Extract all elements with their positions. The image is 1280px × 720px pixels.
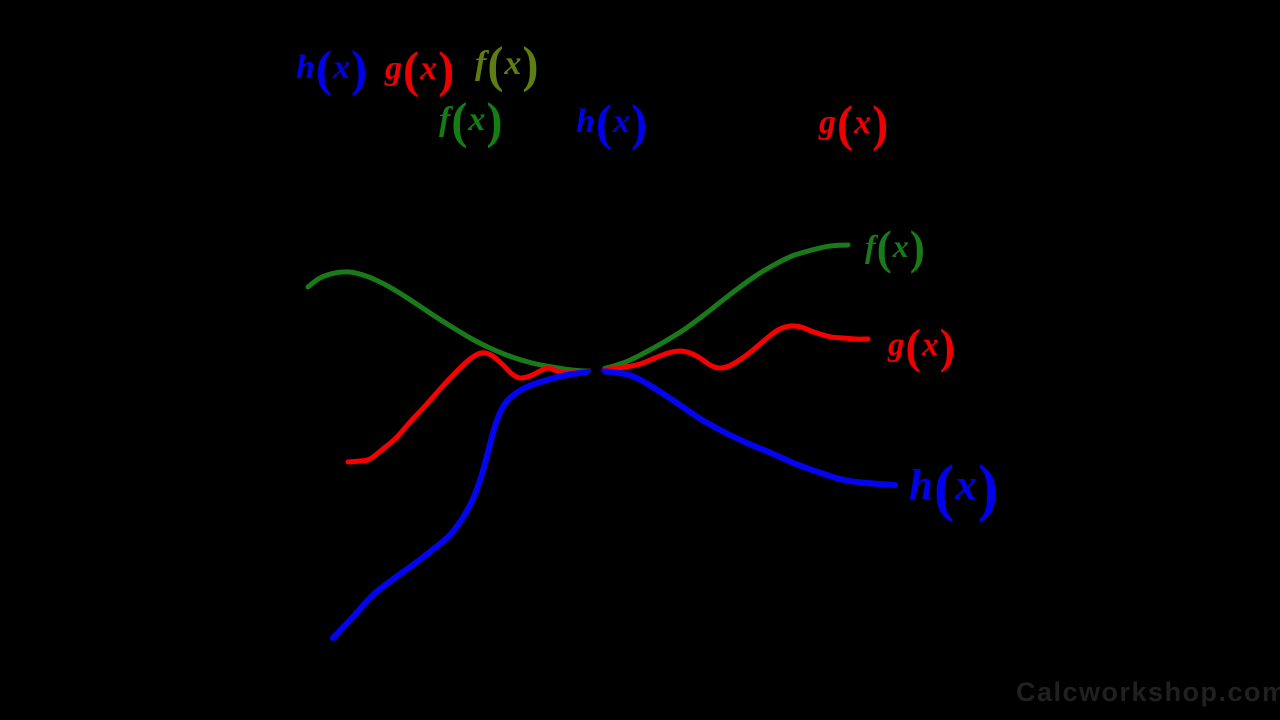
label-curve-label-g: g(x) <box>888 319 956 375</box>
watermark-text: Calcworkshop.com <box>1016 677 1280 707</box>
label-row2-h: h(x) <box>576 95 648 152</box>
label-top-f: f(x) <box>475 37 539 94</box>
intersection-x-marker-2 <box>580 351 612 389</box>
label-row2-f: f(x) <box>439 93 503 150</box>
label-top-h: h(x) <box>296 41 368 98</box>
curve-f <box>305 242 851 374</box>
curve-g <box>345 323 871 465</box>
label-curve-label-h: h(x) <box>909 453 999 524</box>
label-top-g: g(x) <box>385 42 455 99</box>
curve-h <box>330 368 898 641</box>
label-curve-label-f: f(x) <box>865 221 925 275</box>
label-top-right-g: g(x) <box>819 96 889 153</box>
